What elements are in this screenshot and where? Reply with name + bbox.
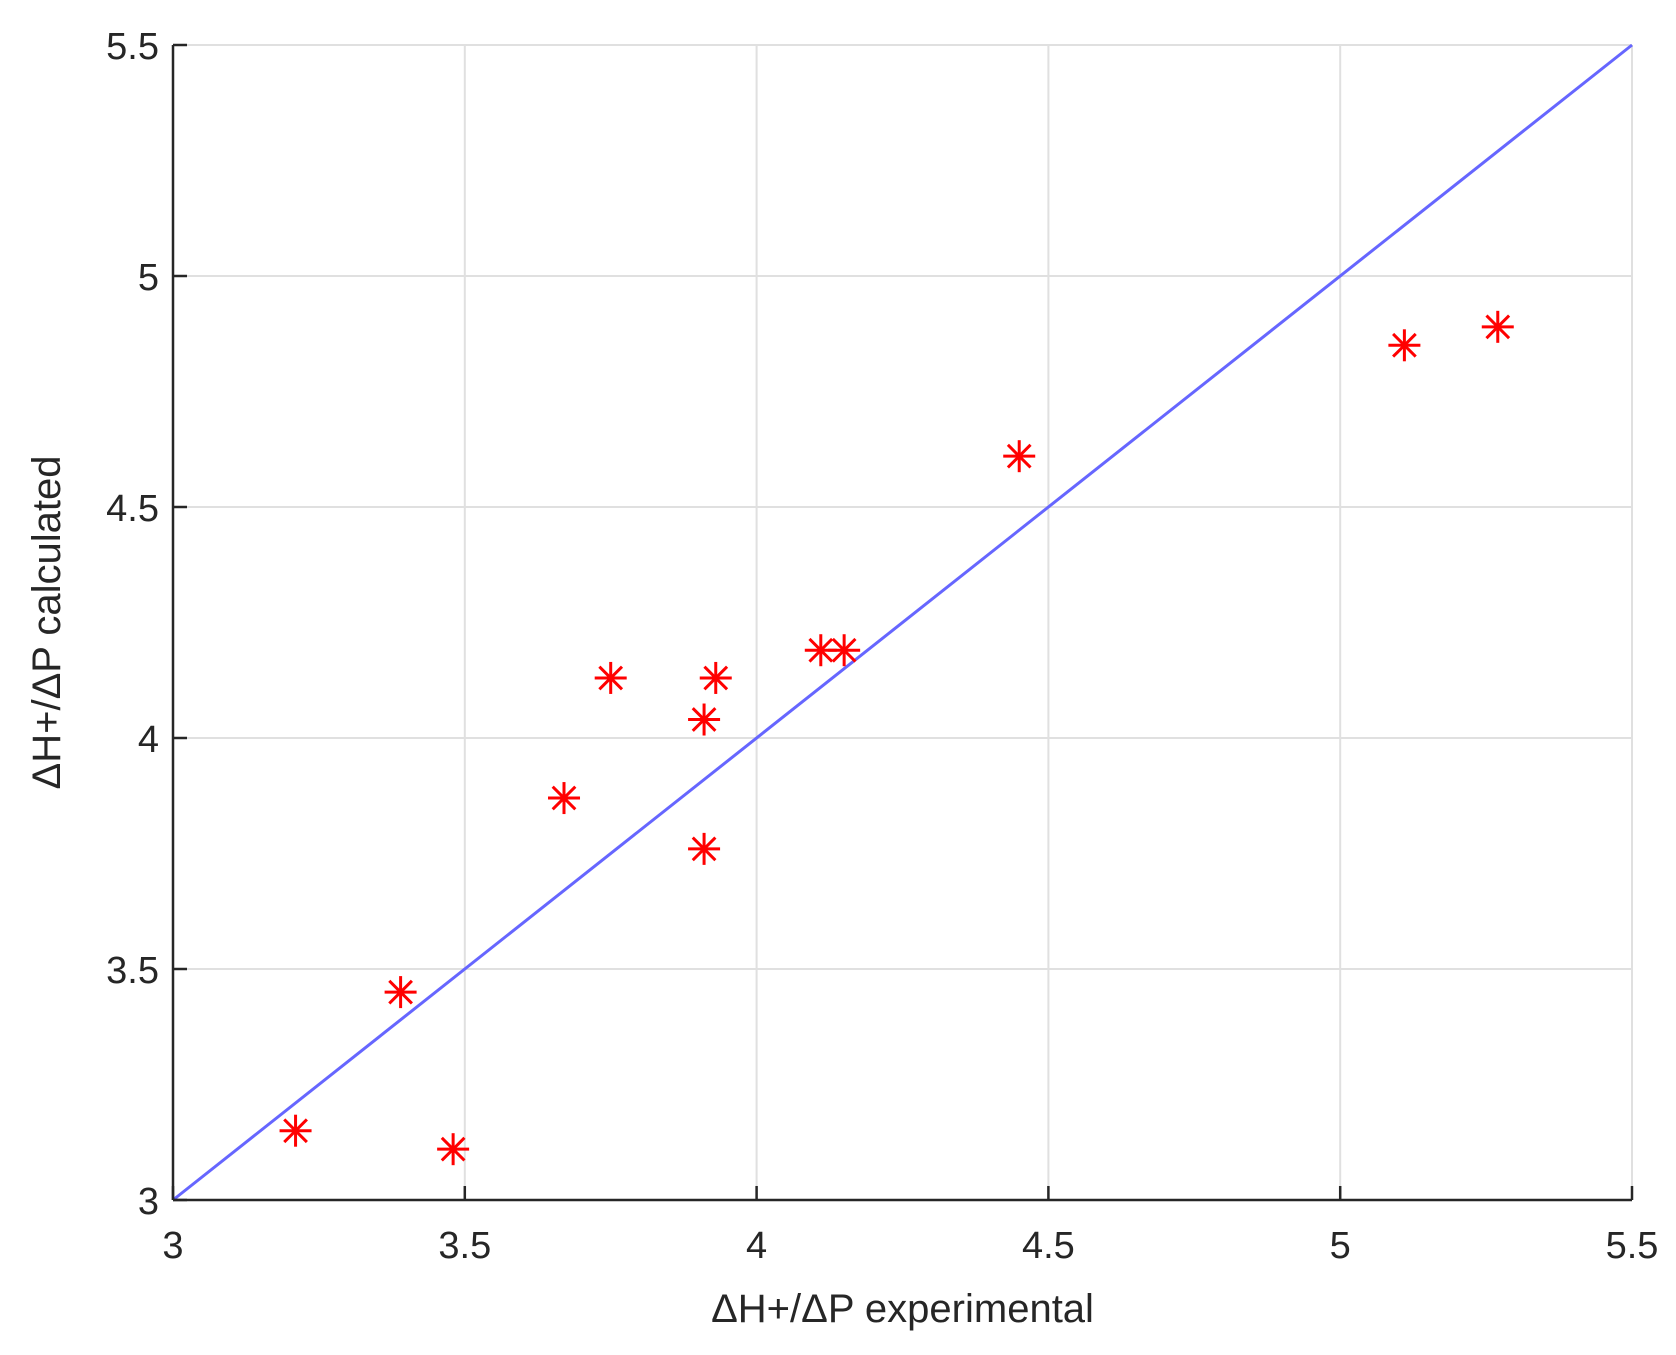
- y-tick-label: 5: [138, 257, 159, 299]
- marker-stroke: [703, 665, 729, 691]
- marker-stroke: [1485, 314, 1511, 340]
- x-tick-label: 5.5: [1606, 1225, 1659, 1267]
- marker-stroke: [551, 785, 577, 811]
- data-point: [384, 976, 417, 1009]
- marker-stroke: [598, 665, 624, 691]
- data-point: [594, 661, 627, 694]
- x-tick-label: 5: [1330, 1225, 1351, 1267]
- tick-marks: [171, 43, 1634, 1202]
- data-point: [1481, 310, 1514, 343]
- marker-stroke: [283, 1118, 308, 1144]
- y-tick-label: 4.5: [106, 488, 159, 530]
- marker-stroke: [440, 1136, 466, 1162]
- tick-labels: 3 3.5 4 4.5 5 5.5 3 3.5 4 4.5 5 5.5: [106, 26, 1658, 1267]
- y-tick-label: 4: [138, 719, 159, 761]
- data-point: [1388, 329, 1421, 362]
- marker-stroke: [1006, 443, 1032, 469]
- marker-stroke: [691, 836, 717, 862]
- y-tick-label: 5.5: [106, 26, 159, 68]
- marker-stroke: [808, 637, 834, 663]
- marker-stroke: [691, 707, 717, 732]
- data-point: [688, 832, 721, 865]
- reference-line-group: [172, 43, 1633, 1202]
- data-point: [699, 661, 732, 694]
- x-axis-label: ΔH+/ΔP experimental: [711, 1287, 1094, 1331]
- x-tick-label: 4.5: [1022, 1225, 1075, 1267]
- data-point: [804, 634, 837, 667]
- data-point: [548, 782, 581, 815]
- axes-box: [171, 45, 1632, 1202]
- data-point: [828, 634, 861, 667]
- y-axis-label: ΔH+/ΔP calculated: [25, 456, 69, 790]
- data-point: [279, 1114, 312, 1147]
- data-points: [279, 310, 1514, 1166]
- x-tick-label: 3: [162, 1225, 183, 1267]
- x-tick-label: 4: [746, 1225, 767, 1267]
- y-tick-label: 3: [138, 1181, 159, 1223]
- y-tick-label: 3.5: [106, 950, 159, 992]
- reference-line: [172, 43, 1633, 1202]
- marker-stroke: [1392, 332, 1417, 358]
- marker-stroke: [831, 637, 857, 663]
- data-point: [688, 703, 721, 736]
- marker-stroke: [388, 979, 413, 1005]
- data-point: [1003, 440, 1036, 473]
- data-point: [437, 1133, 470, 1166]
- x-tick-label: 3.5: [438, 1225, 491, 1267]
